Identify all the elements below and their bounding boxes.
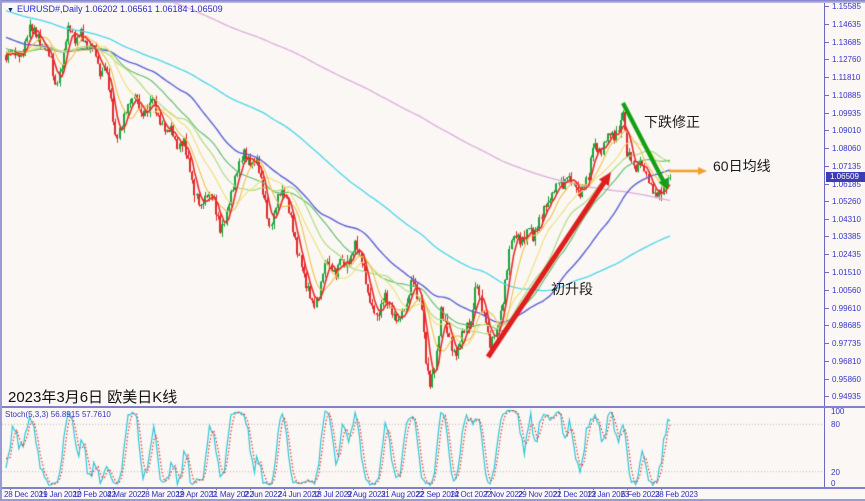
price-axis-label: 1.15585 <box>832 2 861 11</box>
price-axis-label: 1.13685 <box>832 38 861 47</box>
price-axis-tick <box>825 59 829 60</box>
date-caption: 2023年3月6日 欧美日K线 <box>8 389 178 406</box>
price-axis-label: 1.04310 <box>832 215 861 224</box>
price-axis-label: 1.05260 <box>832 197 861 206</box>
date-axis-label: 9 Aug 2022 <box>347 490 386 499</box>
date-axis-label: 19 Apr 2022 <box>176 490 217 499</box>
price-axis-tick <box>825 77 829 78</box>
window-top-border <box>2 0 865 3</box>
date-axis-label: 7 Nov 2022 <box>484 490 523 499</box>
price-axis-label: 1.06185 <box>832 180 861 189</box>
date-axis-label: 24 Jun 2022 <box>278 490 320 499</box>
date-axis-label: 6 Feb 2023 <box>621 490 660 499</box>
price-axis-tick <box>825 24 829 25</box>
stoch-axis-label: 100 <box>831 407 845 416</box>
price-axis-label: 0.99610 <box>832 304 861 313</box>
price-axis-tick <box>825 272 829 273</box>
price-axis-label: 0.95860 <box>832 375 861 384</box>
price-axis-label: 1.08060 <box>832 144 861 153</box>
price-axis-label: 1.10885 <box>832 91 861 100</box>
date-axis-label: 19 Jan 2022 <box>39 490 81 499</box>
price-axis-label: 1.11810 <box>832 73 861 82</box>
annotation-decline-correction[interactable]: 下跌修正 <box>644 114 700 130</box>
date-axis-label: 29 Nov 2022 <box>518 490 562 499</box>
collapse-marker-icon[interactable]: ▼ <box>7 7 14 14</box>
price-axis-tick <box>825 290 829 291</box>
price-axis-tick <box>825 343 829 344</box>
price-axis-tick <box>825 361 829 362</box>
date-axis-label: 11 May 2022 <box>210 490 254 499</box>
price-axis-tick <box>825 325 829 326</box>
date-axis-label: 28 Mar 2022 <box>141 490 184 499</box>
price-axis-label: 0.98685 <box>832 321 861 330</box>
price-axis-label: 1.07135 <box>832 162 861 171</box>
price-axis-tick <box>825 6 829 7</box>
date-axis-label: 14 Oct 2022 <box>450 490 492 499</box>
annotation-initial-rise[interactable]: 初升段 <box>551 281 593 297</box>
stoch-axis-label: 80 <box>831 420 840 429</box>
price-axis-tick <box>825 201 829 202</box>
price-axis-tick <box>825 254 829 255</box>
date-axis-label: 22 Sep 2022 <box>416 490 460 499</box>
date-axis-label: 13 Jan 2023 <box>587 490 629 499</box>
current-price-tag: 1.06509 <box>826 172 865 182</box>
price-axis-label: 1.09935 <box>832 109 861 118</box>
stochastic-indicator-label: Stoch(5,3,3) 56.8915 57.7610 <box>5 410 111 419</box>
date-axis-label: 18 Jul 2022 <box>313 490 353 499</box>
price-axis-tick <box>825 308 829 309</box>
price-axis-label: 0.97735 <box>832 339 861 348</box>
date-axis-label: 31 Aug 2022 <box>381 490 424 499</box>
date-axis-label: 2 Jun 2022 <box>244 490 282 499</box>
price-axis-tick <box>825 42 829 43</box>
chart-title: ▼ EURUSD#,Daily 1.06202 1.06561 1.06184 1… <box>7 4 223 14</box>
window-bottom-border <box>2 499 865 501</box>
price-axis-tick <box>825 219 829 220</box>
main-chart-canvas[interactable] <box>2 0 824 406</box>
price-axis-label: 0.94935 <box>832 392 861 401</box>
price-axis-label: 1.00560 <box>832 286 861 295</box>
stoch-axis-label: 0 <box>831 479 836 488</box>
date-axis-label: 28 Feb 2023 <box>655 490 698 499</box>
price-axis-tick <box>825 130 829 131</box>
price-axis-tick <box>825 396 829 397</box>
price-axis-label: 1.01510 <box>832 268 861 277</box>
price-axis-tick <box>825 113 829 114</box>
price-axis-tick <box>825 95 829 96</box>
price-axis-tick <box>825 236 829 237</box>
price-axis-tick <box>825 148 829 149</box>
date-axis-label: 28 Dec 2021 <box>4 490 48 499</box>
price-axis-label: 1.12760 <box>832 55 861 64</box>
date-axis-label: 10 Feb 2022 <box>73 490 116 499</box>
price-axis-label: 1.09010 <box>832 126 861 135</box>
panel-separator[interactable] <box>2 406 865 408</box>
price-axis-tick <box>825 166 829 167</box>
symbol-ohlc-text: EURUSD#,Daily 1.06202 1.06561 1.06184 1.… <box>16 4 223 14</box>
annotation-ma60-label[interactable]: 60日均线 <box>713 158 771 174</box>
price-axis-label: 1.03385 <box>832 232 861 241</box>
stochastic-canvas[interactable] <box>2 408 824 487</box>
price-axis-label: 1.14635 <box>832 20 861 29</box>
axis-separator <box>2 487 865 489</box>
date-axis-label: 21 Dec 2022 <box>553 490 597 499</box>
price-axis-tick <box>825 379 829 380</box>
date-axis-label: 4 Mar 2022 <box>107 490 146 499</box>
price-axis-label: 0.96810 <box>832 357 861 366</box>
price-axis-tick <box>825 184 829 185</box>
price-axis-label: 1.02435 <box>832 250 861 259</box>
stoch-axis-label: 20 <box>831 468 840 477</box>
